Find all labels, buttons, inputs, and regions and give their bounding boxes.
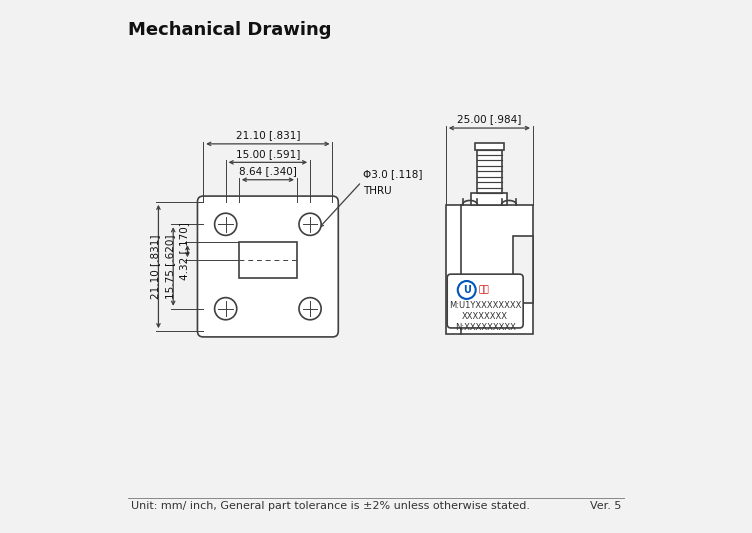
Text: XXXXXXXX: XXXXXXXX (462, 312, 508, 321)
FancyBboxPatch shape (198, 196, 338, 337)
Text: M:U1YXXXXXXXX: M:U1YXXXXXXXX (449, 301, 521, 310)
Text: N:XXXXXXXXX: N:XXXXXXXXX (455, 323, 516, 332)
Text: U: U (462, 285, 471, 295)
Text: Unit: mm/ inch, General part tolerance is ±2% unless otherwise stated.: Unit: mm/ inch, General part tolerance i… (131, 502, 529, 512)
Circle shape (299, 213, 321, 236)
Circle shape (299, 297, 321, 320)
Circle shape (214, 297, 237, 320)
Bar (239, 242, 297, 278)
Text: 4.32 [.170]: 4.32 [.170] (179, 222, 190, 280)
Bar (513, 236, 533, 303)
FancyBboxPatch shape (447, 274, 523, 328)
Text: 8.64 [.340]: 8.64 [.340] (239, 166, 297, 176)
Text: Mechanical Drawing: Mechanical Drawing (128, 21, 332, 39)
Circle shape (458, 281, 476, 299)
Text: 优技: 优技 (478, 286, 489, 294)
Bar (475, 143, 504, 150)
Circle shape (214, 213, 237, 236)
Text: THRU: THRU (363, 186, 392, 196)
Bar (446, 205, 533, 334)
Text: Φ3.0 [.118]: Φ3.0 [.118] (363, 169, 423, 179)
Text: 21.10 [.831]: 21.10 [.831] (150, 234, 160, 299)
Text: 15.00 [.591]: 15.00 [.591] (235, 149, 300, 159)
Text: Ver. 5: Ver. 5 (590, 502, 621, 512)
Text: 15.75 [.620]: 15.75 [.620] (165, 234, 175, 299)
Bar (478, 150, 502, 193)
Bar (472, 193, 508, 205)
Text: 21.10 [.831]: 21.10 [.831] (235, 130, 300, 140)
Text: 25.00 [.984]: 25.00 [.984] (457, 115, 522, 124)
